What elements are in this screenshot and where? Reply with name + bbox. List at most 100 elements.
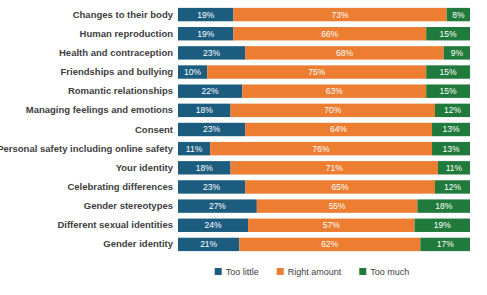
- legend-swatch: [215, 268, 222, 275]
- legend-label: Too little: [226, 267, 259, 277]
- chart: Changes to their body Human reproduction H…: [0, 0, 487, 295]
- bar: [420, 238, 470, 251]
- bar: [207, 65, 426, 78]
- bar: [435, 104, 470, 117]
- data-label: 18%: [196, 163, 213, 173]
- data-label: 11%: [186, 144, 203, 154]
- bar: [178, 46, 245, 59]
- data-label: 22%: [202, 86, 219, 96]
- legend: Too littleRight amountToo much: [215, 267, 410, 277]
- data-label: 18%: [435, 201, 452, 211]
- bar: [178, 84, 242, 97]
- bar: [178, 161, 231, 174]
- bar: [248, 219, 414, 232]
- data-label: 12%: [444, 105, 461, 115]
- legend-swatch: [277, 268, 284, 275]
- tick: Consent: [135, 124, 178, 135]
- bar: [178, 199, 257, 212]
- bar: [426, 65, 470, 78]
- bar: [447, 8, 470, 21]
- tick-label: Romantic relationships: [68, 85, 173, 96]
- bar: [426, 27, 470, 40]
- data-label: 70%: [324, 105, 341, 115]
- tick: Health and contraception: [59, 47, 178, 58]
- tick: Friendships and bullying: [61, 66, 178, 77]
- data-labels: 19%73%8%19%66%15%23%68%9%10%75%15%22%63%…: [184, 10, 465, 250]
- category-axis: Changes to their body Human reproduction H…: [0, 9, 178, 250]
- bar: [245, 46, 444, 59]
- data-label: 21%: [200, 239, 217, 249]
- tick: Gender stereotypes: [84, 200, 178, 211]
- bar: [178, 8, 233, 21]
- legend-item: Too little: [215, 267, 259, 277]
- data-label: 71%: [326, 163, 343, 173]
- data-label: 65%: [332, 182, 349, 192]
- data-label: 15%: [440, 29, 457, 39]
- tick-label: Friendships and bullying: [61, 66, 174, 77]
- bar: [178, 27, 233, 40]
- data-label: 23%: [203, 182, 220, 192]
- data-label: 57%: [323, 220, 340, 230]
- data-label: 23%: [203, 124, 220, 134]
- bar: [178, 104, 231, 117]
- data-label: 8%: [452, 10, 465, 20]
- bar: [210, 142, 432, 155]
- tick: Celebrating differences: [67, 181, 178, 192]
- tick-label: Managing feelings and emotions: [26, 104, 173, 115]
- bar: [444, 46, 470, 59]
- data-label: 27%: [209, 201, 226, 211]
- data-label: 62%: [321, 239, 338, 249]
- tick: Romantic relationships: [68, 85, 178, 96]
- tick: Human reproduction: [80, 28, 178, 39]
- bars: [178, 8, 470, 251]
- bar: [415, 219, 470, 232]
- tick-label: Personal safety including online safety: [0, 143, 174, 154]
- tick: Your identity: [116, 162, 178, 173]
- bar: [231, 104, 435, 117]
- data-label: 24%: [205, 220, 222, 230]
- data-label: 76%: [313, 144, 330, 154]
- tick-label: Celebrating differences: [67, 181, 173, 192]
- tick: Different sexual identities: [57, 219, 178, 230]
- tick: Changes to their body: [73, 9, 178, 20]
- data-label: 13%: [443, 144, 460, 154]
- bar: [245, 180, 435, 193]
- bar: [426, 84, 470, 97]
- data-label: 66%: [321, 29, 338, 39]
- tick-label: Different sexual identities: [57, 219, 173, 230]
- data-label: 23%: [203, 48, 220, 58]
- tick-label: Your identity: [116, 162, 174, 173]
- tick: Gender identity: [103, 238, 178, 249]
- bar: [233, 8, 446, 21]
- data-label: 64%: [330, 124, 347, 134]
- legend-item: Too much: [359, 267, 409, 277]
- data-label: 13%: [443, 124, 460, 134]
- data-label: 63%: [326, 86, 343, 96]
- tick-label: Consent: [135, 124, 174, 135]
- data-label: 75%: [308, 67, 325, 77]
- data-label: 68%: [336, 48, 353, 58]
- data-label: 55%: [329, 201, 346, 211]
- data-label: 73%: [332, 10, 349, 20]
- bar: [438, 161, 470, 174]
- bar: [178, 238, 239, 251]
- data-label: 17%: [437, 239, 454, 249]
- bar: [435, 180, 470, 193]
- bar: [245, 123, 432, 136]
- bar: [178, 180, 245, 193]
- tick-label: Human reproduction: [80, 28, 174, 39]
- data-label: 15%: [440, 67, 457, 77]
- tick: Personal safety including online safety: [0, 143, 178, 154]
- data-label: 15%: [440, 86, 457, 96]
- bar: [432, 123, 470, 136]
- bar: [417, 199, 470, 212]
- data-label: 19%: [197, 10, 214, 20]
- data-label: 19%: [434, 220, 451, 230]
- bar: [233, 27, 426, 40]
- bar: [178, 65, 207, 78]
- bar: [239, 238, 420, 251]
- tick-label: Gender identity: [103, 238, 173, 249]
- tick: Managing feelings and emotions: [26, 104, 178, 115]
- data-label: 10%: [184, 67, 201, 77]
- legend-label: Too much: [370, 267, 409, 277]
